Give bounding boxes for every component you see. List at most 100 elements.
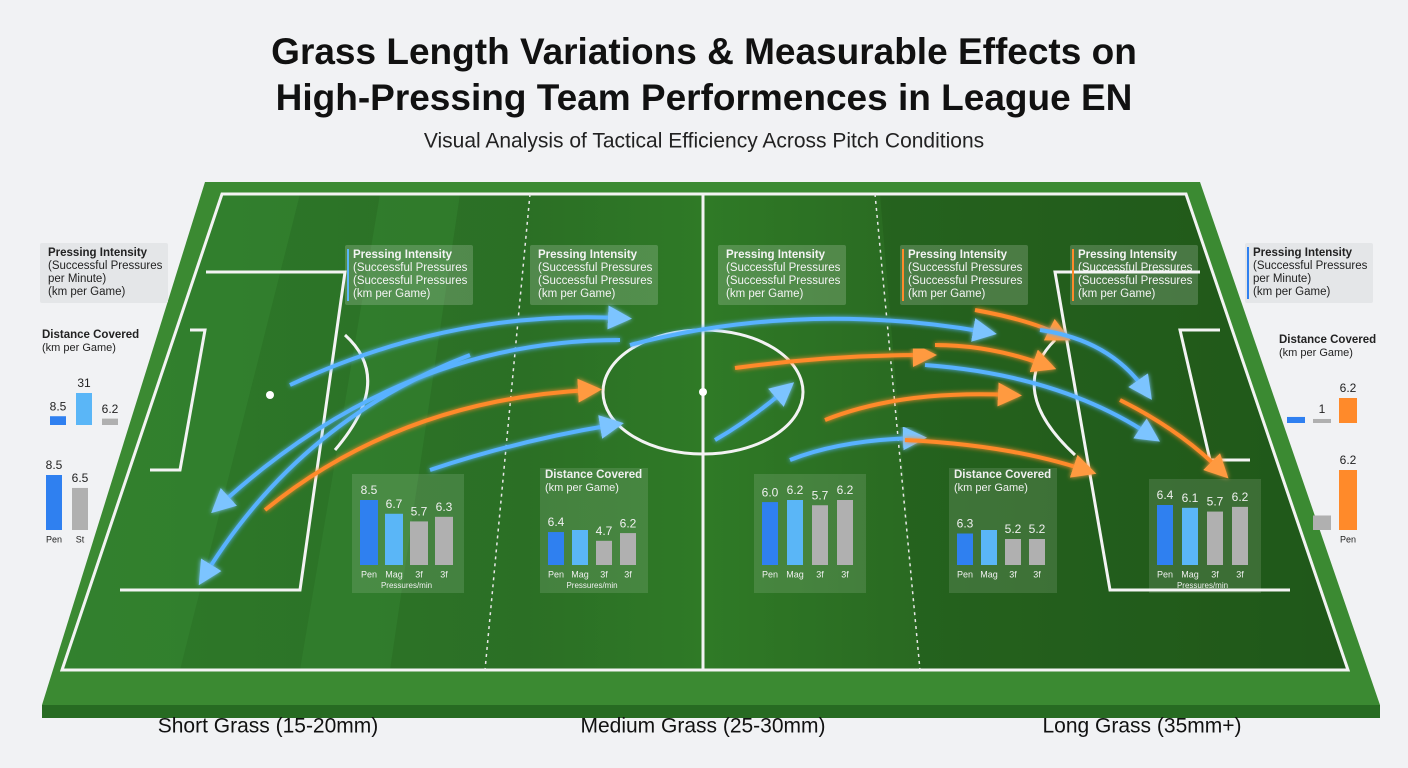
info-line: (km per Game) — [538, 288, 615, 300]
category-label: Pen — [1157, 569, 1173, 579]
value-label: 6.5 — [72, 471, 89, 485]
value-label: 5.7 — [1207, 495, 1224, 509]
bar — [1313, 418, 1331, 423]
value-label: 6.4 — [548, 515, 565, 529]
value-label: 6.2 — [787, 483, 804, 497]
bar — [1313, 515, 1331, 530]
arrow — [198, 353, 471, 586]
category-label: 3f — [816, 569, 824, 579]
value-label: 6.3 — [957, 517, 974, 531]
bar — [76, 393, 92, 425]
category-label: 3f — [841, 569, 849, 579]
value-label: 6.2 — [837, 483, 854, 497]
value-label: 8.5 — [46, 458, 63, 472]
bar — [957, 533, 973, 565]
chart-subtitle: (km per Game) — [1279, 347, 1353, 359]
info-line: per Minute) — [48, 273, 106, 285]
category-label: Mag — [385, 569, 403, 579]
chart-subtitle: (km per Game) — [545, 482, 619, 494]
info-line: (Successful Pressures — [726, 275, 841, 287]
value-label: 6.2 — [1340, 453, 1357, 467]
info-boxes: Pressing Intensity(Successful Pressuresp… — [40, 243, 1373, 305]
arrow — [429, 415, 624, 472]
title-line: Grass Length Variations & Measurable Eff… — [271, 31, 1137, 72]
zone-divider — [874, 193, 921, 671]
pitch — [42, 182, 1380, 718]
x-axis-label: Pressures/min — [566, 581, 617, 590]
info-box — [718, 245, 846, 305]
bar — [46, 475, 62, 530]
arrow — [714, 382, 795, 442]
arrow — [904, 438, 1097, 478]
arrow — [924, 363, 1160, 442]
category-label: 3f — [1033, 569, 1041, 579]
category-label: St — [76, 534, 85, 544]
bar — [981, 530, 997, 565]
value-label: 6.1 — [1182, 491, 1199, 505]
zone-divider — [484, 193, 531, 671]
info-box — [900, 245, 1028, 305]
x-axis-label: Pressures/min — [1177, 581, 1228, 590]
value-label: 6.2 — [1340, 381, 1357, 395]
value-label: 4.7 — [596, 524, 613, 538]
info-line: (Successful Pressures — [908, 275, 1023, 287]
value-label: 6.2 — [102, 402, 119, 416]
info-line: (km per Game) — [1078, 288, 1155, 300]
chart-title: Distance Covered — [1279, 334, 1376, 346]
info-line: (Successful Pressures — [538, 275, 653, 287]
arrow — [263, 378, 602, 512]
category-label: Mag — [1181, 569, 1199, 579]
bar — [1339, 470, 1357, 530]
goal-box — [150, 328, 207, 472]
info-line: (Successful Pressures — [908, 262, 1023, 274]
bar — [762, 502, 778, 565]
bar — [50, 416, 66, 425]
category-label: 3f — [624, 569, 632, 579]
value-label: 6.3 — [436, 500, 453, 514]
category-label: 3f — [600, 569, 608, 579]
info-line: (Successful Pressures — [353, 262, 468, 274]
bar — [102, 418, 118, 425]
value-label: 5.7 — [812, 488, 829, 502]
arrow — [1039, 328, 1152, 400]
value-label: 5.2 — [1029, 522, 1046, 536]
bar — [1029, 539, 1045, 565]
value-label: 6.4 — [1157, 488, 1174, 502]
arrow — [934, 343, 1057, 373]
chart-title: Distance Covered — [42, 329, 139, 341]
category-label: Pen — [762, 569, 778, 579]
info-heading: Pressing Intensity — [1078, 249, 1178, 261]
bar — [787, 500, 803, 565]
info-line: (km per Game) — [353, 288, 430, 300]
category-label: 3f — [1009, 569, 1017, 579]
arrow — [1119, 398, 1229, 479]
zone-label: Short Grass (15-20mm) — [158, 715, 379, 738]
info-box — [40, 243, 168, 303]
bar — [1339, 398, 1357, 423]
penalty-spot — [266, 391, 274, 399]
bar — [435, 516, 453, 565]
value-label: 6.0 — [762, 485, 779, 499]
info-line: (Successful Pressures — [538, 262, 653, 274]
info-line: (Successful Pressures — [726, 262, 841, 274]
arrow — [734, 343, 937, 370]
bar — [360, 500, 378, 565]
chart-title: Distance Covered — [954, 469, 1051, 481]
info-box — [1070, 245, 1198, 305]
category-label: Pen — [46, 534, 62, 544]
category-label: 3f — [440, 569, 448, 579]
info-heading: Pressing Intensity — [908, 249, 1008, 261]
info-box — [530, 245, 658, 305]
category-label: 3f — [1236, 569, 1244, 579]
bar — [596, 540, 612, 565]
stripe — [300, 194, 460, 670]
info-heading: Pressing Intensity — [1253, 247, 1353, 259]
penalty-box — [1053, 270, 1290, 592]
category-label: Pen — [957, 569, 973, 579]
chart-title: Distance Covered — [545, 469, 642, 481]
info-box — [345, 245, 473, 305]
info-line: (Successful Pressures — [353, 275, 468, 287]
bar — [1207, 511, 1223, 565]
